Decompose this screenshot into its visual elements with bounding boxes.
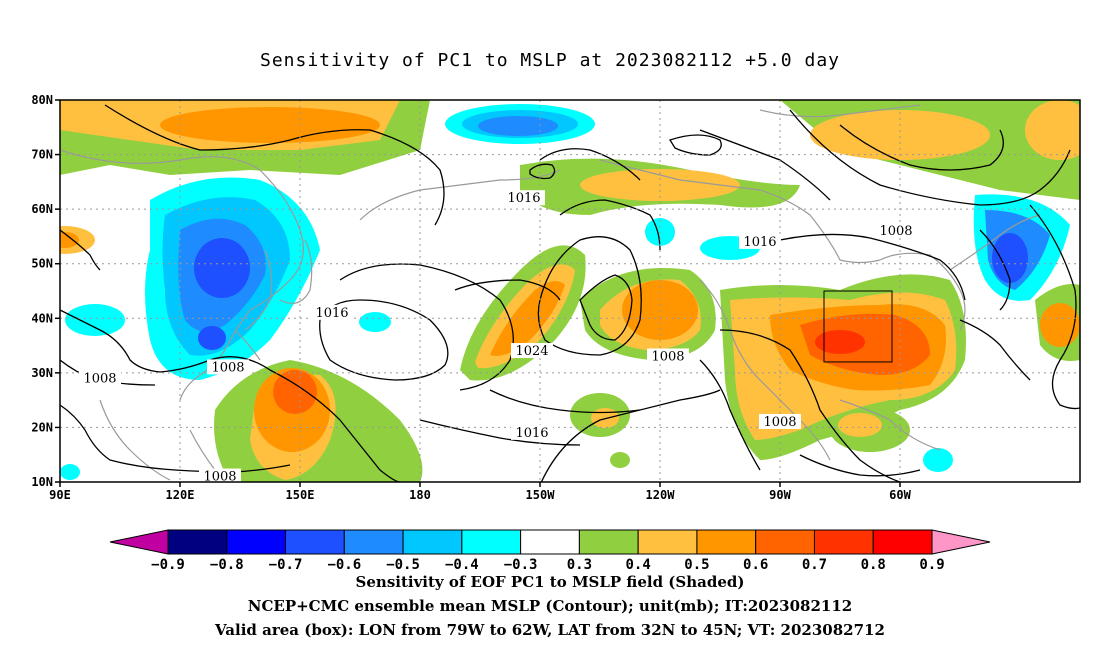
lat-label: 20N [31, 420, 53, 434]
colorbar-label: 0.7 [802, 557, 827, 573]
contour-label: 1008 [211, 360, 244, 375]
contour-label-bg [207, 359, 249, 375]
colorbar-label: 0.6 [743, 557, 768, 573]
lon-label: 150E [286, 488, 315, 502]
lon-label: 60W [889, 488, 911, 502]
lat-label: 10N [31, 475, 53, 489]
lat-label: 30N [31, 366, 53, 380]
colorbar-swatch [285, 529, 345, 555]
contour-label-bg [647, 348, 689, 364]
lon-label: 150W [526, 488, 556, 502]
colorbar-label: −0.3 [504, 557, 538, 573]
colorbar-label: −0.9 [151, 557, 185, 573]
colorbar-swatch [755, 529, 815, 555]
colorbar-label: −0.8 [210, 557, 244, 573]
contour-label: 1008 [651, 349, 684, 364]
contour-label-bg [79, 370, 121, 386]
contour-label-bg [759, 413, 801, 429]
colorbar-label: 0.8 [861, 557, 886, 573]
colorbar-swatch [578, 529, 639, 555]
lat-label: 80N [31, 93, 53, 107]
contour-label: 1016 [507, 191, 540, 206]
lon-label: 120E [166, 488, 195, 502]
colorbar-label: −0.5 [386, 557, 420, 573]
caption-line-3: Valid area (box): LON from 79W to 62W, L… [215, 621, 885, 639]
map-frame [59, 99, 1081, 483]
valid-area-box [823, 290, 893, 363]
contour-labels: 1016 1016 1024 1016 1008 1008 1016 1008 1008 1008… [79, 190, 917, 485]
colorbar-swatch [813, 529, 874, 555]
contour-label: 1008 [83, 371, 116, 386]
coastlines [60, 104, 1041, 481]
lon-label: 120W [646, 488, 676, 502]
colorbar-swatch [520, 529, 580, 555]
contour-label: 1016 [515, 426, 548, 441]
contour-label-bg [503, 190, 545, 206]
lon-label: 90W [769, 488, 791, 502]
contour-label-bg [739, 233, 781, 249]
contour-label-bg [511, 343, 553, 359]
colorbar-swatch [872, 529, 933, 555]
colorbar-label: 0.5 [684, 557, 709, 573]
colorbar-swatch [696, 529, 757, 555]
lat-label: 60N [31, 202, 53, 216]
caption-line-2: NCEP+CMC ensemble mean MSLP (Contour); u… [247, 597, 853, 615]
chart-title: Sensitivity of PC1 to MSLP at 2023082112… [259, 50, 840, 71]
contour-label-bg [199, 468, 241, 484]
lat-label: 50N [31, 257, 53, 271]
lat-label: 40N [31, 311, 53, 325]
contour-label-bg [511, 424, 553, 440]
contour-label: 1016 [315, 306, 348, 321]
colorbar-swatch [402, 529, 463, 555]
colorbar-label: −0.7 [269, 557, 303, 573]
lon-label: 180 [409, 488, 431, 502]
lon-label: 90E [49, 488, 71, 502]
contour-label: 1024 [515, 344, 548, 359]
contour-label-bg [875, 222, 917, 238]
colorbar-swatch [343, 529, 404, 555]
colorbar-label: −0.6 [327, 557, 361, 573]
colorbar-label: 0.4 [626, 557, 651, 573]
colorbar-swatch [226, 529, 287, 555]
lat-label: 70N [31, 148, 53, 162]
colorbar-low-triangle [109, 529, 169, 555]
lat-lon-grid [60, 100, 1080, 482]
colorbar-swatch [637, 529, 698, 555]
contour-label: 1016 [743, 235, 776, 250]
contour-label: 1008 [763, 415, 796, 430]
colorbar-swatch [461, 529, 522, 555]
colorbar-label: 0.9 [919, 557, 944, 573]
contour-label-bg [311, 304, 353, 320]
colorbar-swatch [167, 529, 228, 555]
colorbar-label: −0.4 [445, 557, 479, 573]
colorbar-high-triangle [931, 529, 991, 555]
contour-label: 1008 [203, 470, 236, 485]
sensitivity-shading [60, 100, 1080, 482]
caption-line-1: Sensitivity of EOF PC1 to MSLP field (Sh… [355, 573, 745, 591]
colorbar-label: 0.3 [567, 557, 592, 573]
contour-label: 1008 [879, 224, 912, 239]
